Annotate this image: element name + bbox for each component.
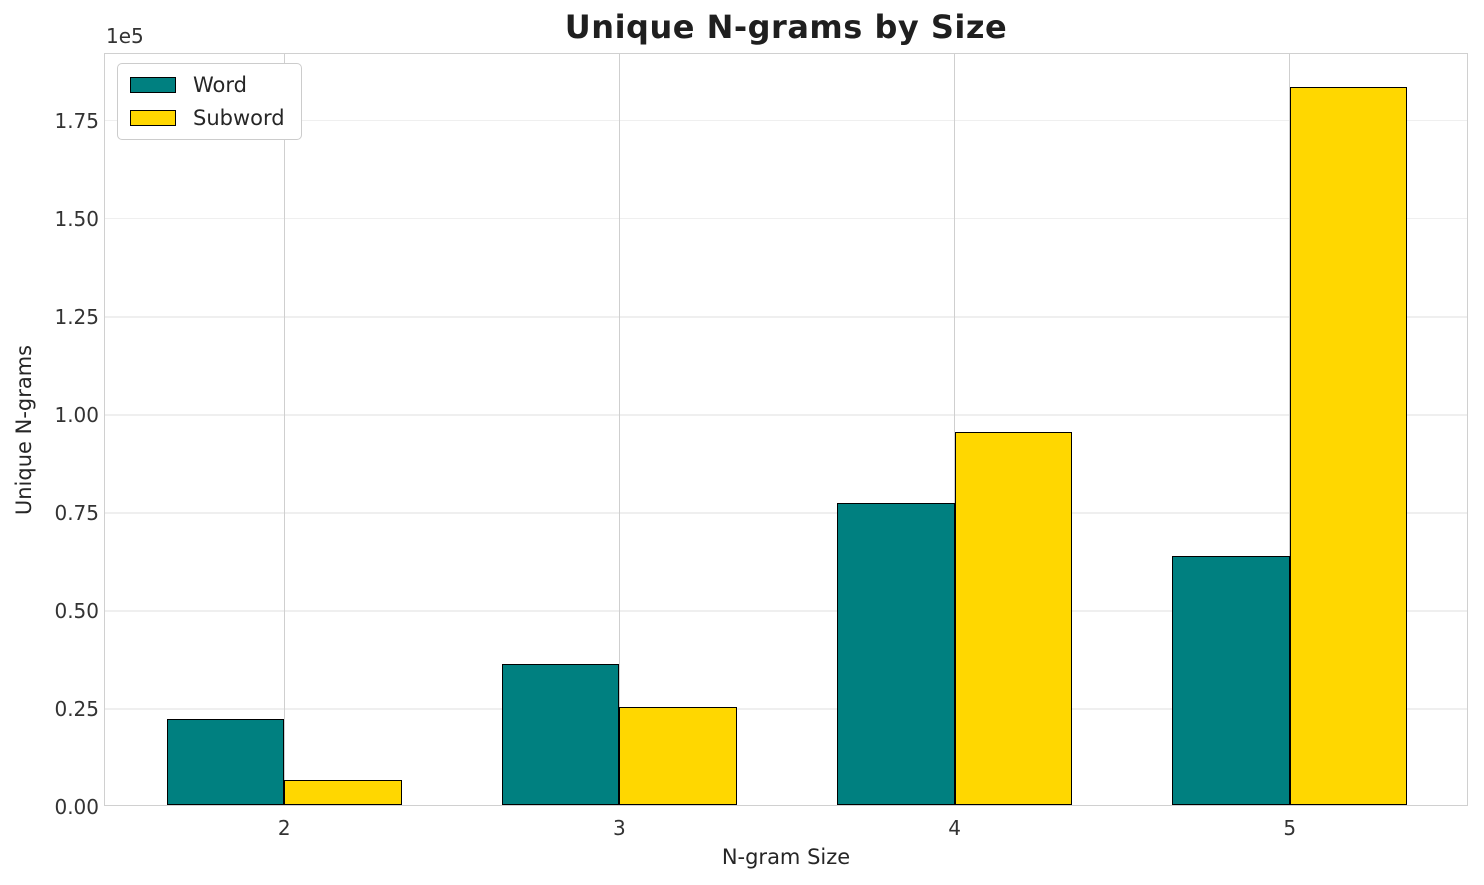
bar-word-4 <box>837 503 955 805</box>
chart-title: Unique N-grams by Size <box>564 8 1008 46</box>
x-tick-label: 3 <box>613 816 626 840</box>
bar-word-2 <box>167 718 285 805</box>
plot-area: 0.00 0.25 0.50 0.75 1.00 1.25 1.50 1.75 2 3 4 5 Wo… <box>54 53 1468 840</box>
bar-word-5 <box>1172 555 1290 805</box>
h-gridline <box>105 512 1467 514</box>
h-gridline <box>105 610 1467 612</box>
h-gridline <box>105 316 1467 318</box>
h-gridline <box>105 217 1467 220</box>
h-gridline <box>105 708 1467 710</box>
subword-swatch <box>130 110 176 126</box>
y-tick-label: 0.00 <box>54 795 99 819</box>
v-gridline <box>283 54 286 805</box>
bar-subword-4 <box>954 432 1072 805</box>
y-tick-label: 0.75 <box>54 500 99 525</box>
h-gridline <box>105 119 1467 122</box>
legend-label-subword: Subword <box>193 106 285 130</box>
y-axis-label: Unique N-grams <box>12 344 36 516</box>
h-gridline <box>105 414 1467 416</box>
y-axis-offset-text: 1e5 <box>106 24 144 48</box>
x-tick-label: 5 <box>1283 816 1297 840</box>
y-tick-label: 1.75 <box>54 108 99 133</box>
y-tick-label: 0.50 <box>54 598 99 623</box>
y-tick-label: 0.25 <box>54 696 99 721</box>
bar-subword-2 <box>284 779 402 805</box>
v-gridline <box>618 54 621 805</box>
x-tick-label: 2 <box>277 816 291 840</box>
v-gridline <box>953 54 956 805</box>
legend-label-word: Word <box>193 73 247 97</box>
legend-entry-subword: Subword <box>130 106 285 130</box>
legend: Word Subword <box>117 63 302 140</box>
legend-entry-word: Word <box>130 73 285 97</box>
y-tick-label: 1.25 <box>54 304 99 329</box>
bar-word-3 <box>502 663 620 805</box>
bar-subword-5 <box>1289 87 1407 805</box>
y-tick-label: 1.00 <box>54 402 99 427</box>
x-tick-label: 4 <box>948 816 961 840</box>
word-swatch <box>130 77 176 93</box>
y-tick-label: 1.50 <box>54 206 99 231</box>
x-axis-label: N-gram Size <box>721 845 851 869</box>
bar-subword-3 <box>619 706 737 805</box>
